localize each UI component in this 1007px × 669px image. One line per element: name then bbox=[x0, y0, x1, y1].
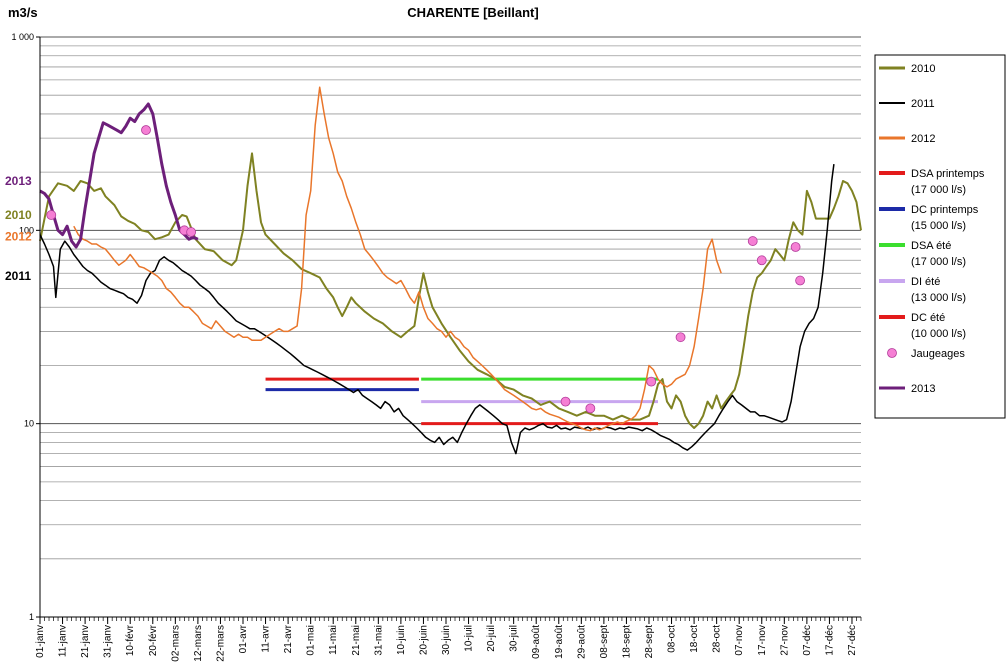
legend-label: 2012 bbox=[911, 133, 935, 145]
series-line-2011 bbox=[39, 164, 835, 455]
x-tick-label: 01-janv bbox=[35, 625, 46, 658]
series-line-2010 bbox=[39, 152, 862, 429]
y-tick-label: 10 bbox=[24, 419, 34, 429]
x-tick-label: 18-oct bbox=[689, 625, 700, 653]
legend-label: DC printemps bbox=[911, 204, 979, 216]
x-tick-label: 21-janv bbox=[80, 625, 91, 658]
x-tick-label: 10-juil bbox=[464, 625, 475, 652]
x-tick-label: 07-déc bbox=[802, 625, 813, 656]
x-tick-label: 20-juin bbox=[418, 625, 429, 655]
jaugeage-point bbox=[747, 236, 758, 246]
chart-title: CHARENTE [Beillant] bbox=[407, 5, 538, 20]
legend-label: DSA printemps bbox=[911, 168, 985, 180]
x-tick-label: 17-nov bbox=[757, 625, 768, 656]
legend-label: DSA été bbox=[911, 240, 951, 252]
jaugeage-point bbox=[141, 125, 151, 135]
legend-label: DI été bbox=[911, 276, 940, 288]
legend-label: (17 000 l/s) bbox=[911, 256, 966, 268]
x-tick-label: 21-mai bbox=[351, 625, 362, 656]
series-line-2013 bbox=[39, 102, 199, 249]
legend-box bbox=[874, 54, 1006, 419]
y-tick-label: 100 bbox=[19, 225, 34, 235]
legend-swatch bbox=[887, 348, 897, 358]
jaugeage-point bbox=[186, 227, 197, 237]
x-tick-label: 11-avr bbox=[261, 624, 272, 652]
x-axis: 01-janv 11-janv 21-janv 31-janv 10-févr 20-fé… bbox=[35, 616, 862, 662]
legend-label: (17 000 l/s) bbox=[911, 184, 966, 196]
jaugeage-point bbox=[756, 255, 767, 266]
left-year-labels: 2013 2010 2012 2011 bbox=[5, 174, 32, 283]
x-tick-label: 18-sept bbox=[621, 625, 632, 659]
grid-lines bbox=[40, 36, 861, 618]
x-tick-label: 01-mai bbox=[306, 625, 317, 656]
x-tick-label: 20-févr bbox=[148, 624, 159, 656]
x-tick-label: 27-déc bbox=[847, 625, 858, 656]
year-label-2013: 2013 bbox=[5, 174, 32, 188]
x-tick-label: 11-mai bbox=[328, 625, 339, 655]
x-tick-label: 09-août bbox=[531, 625, 542, 659]
legend-label: DC été bbox=[911, 312, 945, 324]
threshold-lines bbox=[265, 377, 659, 426]
x-tick-label: 19-août bbox=[554, 625, 565, 659]
x-tick-label: 28-sept bbox=[644, 625, 655, 659]
legend-label: 2013 bbox=[911, 383, 935, 395]
series-line-2012 bbox=[73, 86, 722, 432]
legend: 2010 2011 2012 DSA printemps (17 000 l/s) DC … bbox=[874, 54, 1006, 419]
jaugeage-point bbox=[560, 396, 571, 407]
legend-label: 2011 bbox=[911, 98, 935, 110]
x-tick-label: 07-nov bbox=[734, 625, 745, 656]
legend-label: (10 000 l/s) bbox=[911, 328, 966, 340]
x-tick-label: 28-oct bbox=[712, 625, 723, 653]
legend-label: (15 000 l/s) bbox=[911, 220, 966, 232]
x-tick-label: 20-juil bbox=[486, 625, 497, 652]
y-tick-label: 1 000 bbox=[11, 32, 34, 42]
x-tick-label: 01-avr bbox=[238, 624, 249, 653]
legend-label: (13 000 l/s) bbox=[911, 292, 966, 304]
series-lines bbox=[39, 86, 862, 455]
x-tick-label: 12-mars bbox=[193, 625, 204, 662]
jaugeage-point bbox=[46, 210, 57, 220]
jaugeage-point bbox=[646, 376, 657, 387]
x-tick-label: 08-oct bbox=[667, 625, 678, 653]
x-tick-label: 22-mars bbox=[215, 625, 226, 662]
legend-label: Jaugeages bbox=[911, 348, 965, 360]
jaugeage-point bbox=[675, 332, 686, 343]
x-tick-label: 02-mars bbox=[170, 625, 181, 662]
x-tick-label: 11-janv bbox=[58, 625, 69, 657]
y-tick-label: 1 bbox=[29, 612, 34, 622]
x-tick-label: 29-août bbox=[576, 625, 587, 659]
x-tick-label: 08-sept bbox=[599, 625, 610, 659]
jaugeage-point bbox=[790, 242, 801, 252]
x-tick-label: 31-janv bbox=[103, 625, 114, 658]
x-tick-label: 21-avr bbox=[283, 624, 294, 653]
jaugeage-points bbox=[46, 125, 806, 414]
y-axis-unit-label: m3/s bbox=[8, 5, 38, 20]
x-tick-label: 31-mai bbox=[373, 625, 384, 656]
jaugeage-point bbox=[585, 403, 596, 414]
x-tick-label: 27-nov bbox=[779, 625, 790, 656]
y-axis: 1 10 100 1 000 bbox=[11, 32, 41, 622]
x-tick-label: 10-juin bbox=[396, 625, 407, 655]
year-label-2010: 2010 bbox=[5, 208, 32, 222]
legend-label: 2010 bbox=[911, 63, 935, 75]
x-tick-label: 30-juil bbox=[509, 625, 520, 652]
jaugeage-point bbox=[795, 275, 806, 286]
x-tick-label: 10-févr bbox=[125, 624, 136, 656]
year-label-2012: 2012 bbox=[5, 229, 32, 243]
year-label-2011: 2011 bbox=[5, 269, 31, 283]
x-tick-label: 30-juin bbox=[441, 625, 452, 655]
x-tick-label: 17-déc bbox=[824, 625, 835, 656]
